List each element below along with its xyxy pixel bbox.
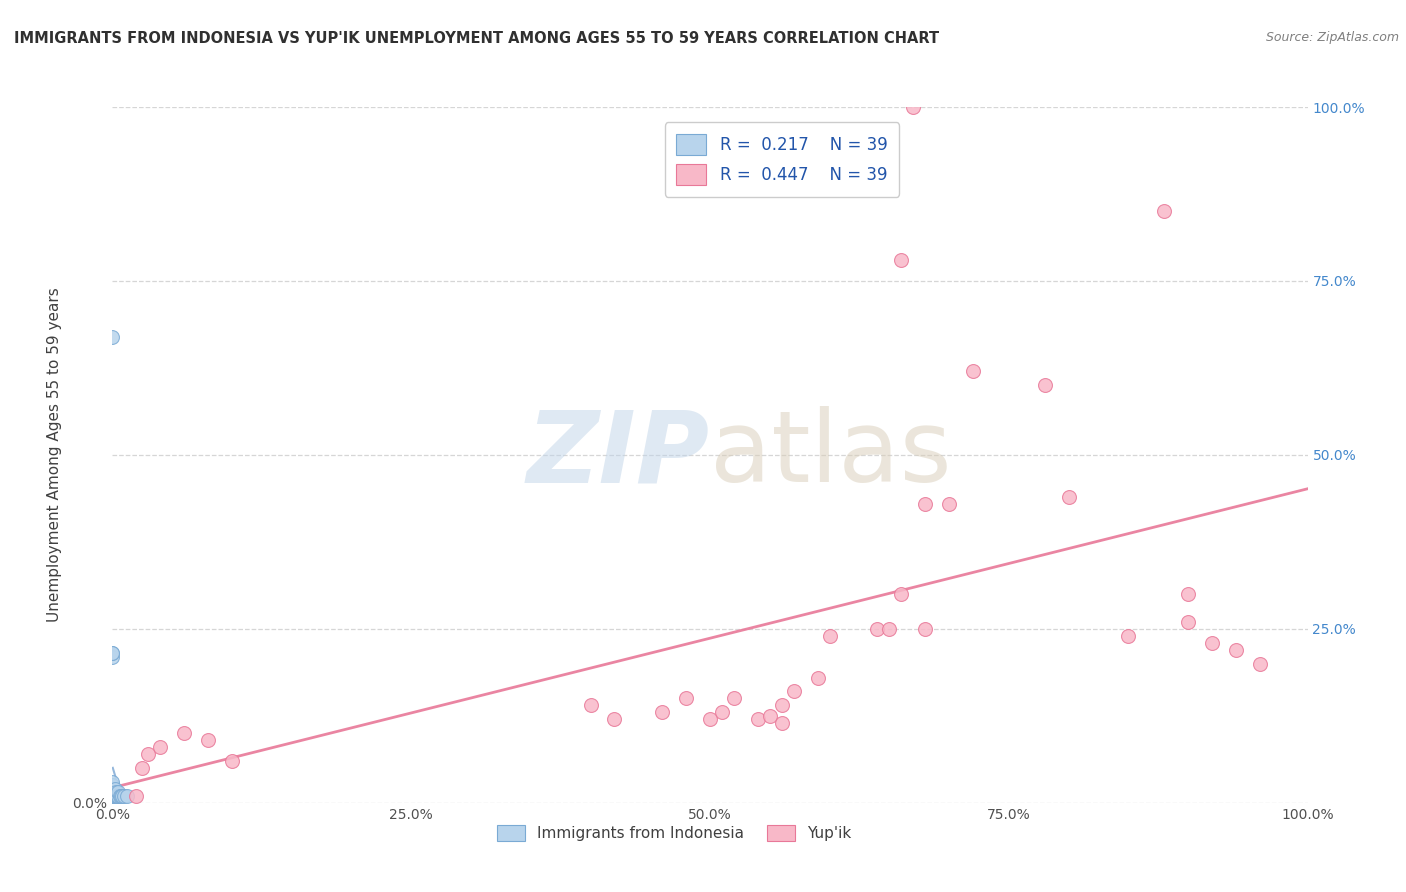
Point <box>101 785 124 799</box>
Point <box>101 789 124 803</box>
Text: atlas: atlas <box>710 407 952 503</box>
Point <box>149 740 172 755</box>
Point <box>101 796 124 810</box>
Point <box>104 785 127 799</box>
Point <box>890 587 912 601</box>
Point <box>101 796 124 810</box>
Point <box>101 796 124 810</box>
Y-axis label: Unemployment Among Ages 55 to 59 years: Unemployment Among Ages 55 to 59 years <box>46 287 62 623</box>
Point <box>125 789 148 803</box>
Point <box>890 253 912 268</box>
Point <box>101 796 124 810</box>
Point <box>879 622 901 636</box>
Point <box>914 497 936 511</box>
Point <box>782 684 804 698</box>
Point <box>114 789 135 803</box>
Point <box>101 796 124 810</box>
Point <box>770 698 793 713</box>
Point <box>579 698 602 713</box>
Point <box>866 622 889 636</box>
Point <box>101 778 124 793</box>
Point <box>651 706 673 720</box>
Point <box>105 789 128 803</box>
Point <box>105 785 128 799</box>
Point <box>101 796 124 810</box>
Point <box>723 691 745 706</box>
Point <box>107 785 129 799</box>
Point <box>807 671 830 685</box>
Point <box>101 649 124 664</box>
Point <box>107 789 129 803</box>
Point <box>101 796 124 810</box>
Point <box>101 646 124 660</box>
Point <box>603 712 626 726</box>
Point <box>1201 636 1223 650</box>
Point <box>1057 490 1080 504</box>
Text: IMMIGRANTS FROM INDONESIA VS YUP'IK UNEMPLOYMENT AMONG AGES 55 TO 59 YEARS CORRE: IMMIGRANTS FROM INDONESIA VS YUP'IK UNEM… <box>14 31 939 46</box>
Point <box>108 789 131 803</box>
Point <box>1177 587 1199 601</box>
Point <box>101 796 124 810</box>
Point <box>101 796 124 810</box>
Point <box>101 778 124 793</box>
Point <box>197 733 219 747</box>
Point <box>903 100 925 114</box>
Text: ZIP: ZIP <box>527 407 710 503</box>
Point <box>699 712 721 726</box>
Point <box>111 789 134 803</box>
Point <box>101 796 124 810</box>
Point <box>1249 657 1271 671</box>
Point <box>138 747 160 761</box>
Point <box>173 726 195 740</box>
Point <box>962 364 984 378</box>
Point <box>101 796 124 810</box>
Point <box>104 789 127 803</box>
Point <box>770 715 793 730</box>
Point <box>101 775 124 789</box>
Legend: Immigrants from Indonesia, Yup'ik: Immigrants from Indonesia, Yup'ik <box>491 819 858 847</box>
Point <box>110 789 132 803</box>
Point <box>1177 615 1199 629</box>
Point <box>1033 378 1056 392</box>
Point <box>675 691 697 706</box>
Point <box>1225 642 1247 657</box>
Point <box>101 796 124 810</box>
Point <box>914 622 936 636</box>
Point <box>101 781 124 796</box>
Point <box>818 629 841 643</box>
Point <box>759 708 782 723</box>
Point <box>115 789 138 803</box>
Point <box>747 712 769 726</box>
Point <box>104 781 127 796</box>
Point <box>101 329 124 343</box>
Point <box>1153 204 1175 219</box>
Point <box>131 761 153 775</box>
Point <box>101 781 124 796</box>
Point <box>101 796 124 810</box>
Point <box>101 796 124 810</box>
Point <box>101 646 124 660</box>
Text: Source: ZipAtlas.com: Source: ZipAtlas.com <box>1265 31 1399 45</box>
Point <box>938 497 960 511</box>
Point <box>1118 629 1140 643</box>
Point <box>105 789 128 803</box>
Point <box>101 789 124 803</box>
Point <box>221 754 243 768</box>
Point <box>711 706 734 720</box>
